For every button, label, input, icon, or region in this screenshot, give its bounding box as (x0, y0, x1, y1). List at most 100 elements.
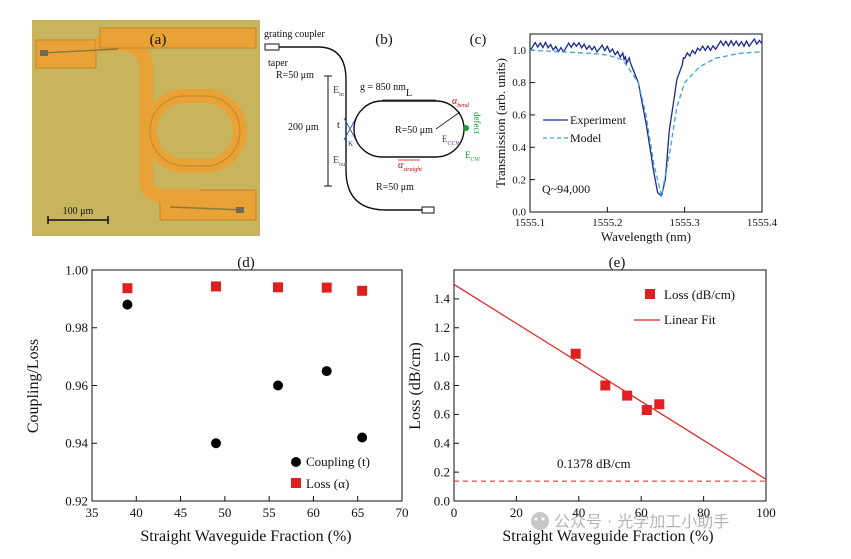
d-xtick-label: 40 (130, 505, 143, 520)
e-in-label: Ein (333, 85, 344, 98)
grating-coupler-bottom (236, 207, 244, 213)
e-xtick-label: 0 (451, 505, 458, 520)
panel-e-annotation: 0.1378 dB/cm (557, 456, 631, 471)
wechat-icon-eye-left (534, 517, 538, 521)
panel-c-label: (c) (470, 32, 487, 48)
e-ytick-label: 0.0 (434, 493, 450, 508)
d-xtick-label: 70 (396, 505, 409, 520)
coupling-point (122, 299, 133, 310)
e-xtick-label: 20 (510, 505, 523, 520)
panel-c-spectrum: (c) 1555.1 1555.2 1555.3 1555.4 0.00.20.40.… (470, 32, 778, 244)
panel-c-y-axis: 0.0 0.2 0.4 0.6 0.8 1.0 (512, 45, 535, 219)
legend-experiment-label: Experiment (570, 113, 627, 127)
panel-d-coupling-loss: (d) 35 40 45 50 55 60 65 70 0.92 0.94 0.96 0.98 1.0… (25, 255, 409, 545)
loss-point (122, 283, 133, 294)
c-ytick-label: 0.0 (512, 207, 526, 219)
panel-d-y-axis: 0.92 0.94 0.96 0.98 1.00 (65, 262, 97, 508)
ring-resonator-outline (149, 95, 241, 167)
legend-loss-marker (291, 478, 301, 488)
wechat-icon (531, 512, 549, 530)
ring-radius-arrow (435, 111, 461, 130)
c-xtick-label: 1555.2 (592, 217, 622, 229)
alpha-bend-label: αbend (452, 96, 470, 109)
scale-bar-label: 100 μm (63, 206, 94, 217)
e-xtick-label: 80 (697, 505, 710, 520)
panel-c-series (529, 37, 763, 197)
e-ccw-label: ECCW (442, 134, 462, 147)
defect-marker (463, 125, 469, 131)
c-ytick-label: 0.8 (512, 77, 526, 89)
panel-e-xlabel: Straight Waveguide Fraction (%) (502, 528, 713, 545)
e-ytick-label: 0.2 (434, 464, 450, 479)
d-ytick-label: 0.94 (65, 436, 88, 451)
loss-point (321, 282, 332, 293)
e-xtick-label: 60 (635, 505, 648, 520)
panel-c-annotation: Q~94,000 (542, 182, 590, 196)
watermark-text: 公众号 · 光学加工小助手 (554, 512, 729, 531)
height-label: 200 μm (288, 122, 319, 133)
wechat-icon-eye-right (541, 517, 545, 521)
panel-e-x-axis: 0 20 40 60 80 100 (451, 496, 776, 520)
panel-a-micrograph: 100 μm (a) (32, 20, 260, 236)
d-ytick-label: 0.98 (65, 320, 88, 335)
e-xtick-label: 100 (756, 505, 776, 520)
legend-coupling-label: Coupling (t) (306, 454, 370, 469)
panel-b-schematic: (b) grating coupler taper R=50 μm R=50 μ… (264, 29, 482, 214)
panel-e-series (453, 283, 767, 482)
legend-model-label: Model (570, 131, 602, 145)
gap-label: g = 850 nm (360, 82, 406, 93)
c-xtick-label: 1555.4 (747, 217, 778, 229)
c-ytick-label: 0.2 (512, 174, 526, 186)
ring-radius-label: R=50 μm (395, 125, 433, 136)
d-xtick-label: 65 (351, 505, 364, 520)
e-out-label: Eout (333, 155, 347, 168)
panel-d-series (122, 281, 368, 449)
loss-point (357, 285, 368, 296)
watermark: 公众号 · 光学加工小助手 (531, 512, 729, 531)
e-cw-label: ECW (465, 150, 481, 163)
taper-top (41, 48, 119, 54)
panel-c-x-axis: 1555.1 1555.2 1555.3 1555.4 (515, 207, 778, 229)
coupling-point (211, 438, 221, 449)
panel-e-label: (e) (609, 255, 626, 271)
grating-coupler-bottom-icon (421, 206, 435, 214)
legend-loss-dbcm-label: Loss (dB/cm) (664, 287, 735, 302)
taper-label: taper (268, 58, 289, 69)
e-ytick-label: 0.8 (434, 378, 450, 393)
loss-point (211, 281, 221, 292)
alpha-straight-label: αstraight (398, 160, 422, 173)
legend-loss-label: Loss (α) (306, 476, 349, 491)
coupling-point (321, 366, 332, 377)
d-xtick-label: 50 (218, 505, 231, 520)
d-ytick-label: 1.00 (65, 262, 88, 277)
panel-e-ylabel: Loss (dB/cm) (407, 342, 424, 430)
loss-dbcm-point (654, 399, 665, 410)
panel-e-y-axis: 0.0 0.2 0.4 0.6 0.8 1.0 1.2 1.4 (434, 291, 459, 508)
e-ytick-label: 1.0 (434, 349, 450, 364)
bus-waveguide (279, 46, 428, 211)
d-ytick-label: 0.92 (65, 493, 88, 508)
c-ytick-label: 0.4 (512, 142, 526, 154)
legend-coupling-marker (291, 457, 301, 467)
panel-c-plot-area (529, 33, 763, 213)
t-label: t (337, 120, 340, 131)
kappa-label: κ (348, 138, 353, 149)
grating-coupler-top (40, 50, 48, 56)
series-model-line (529, 49, 763, 196)
e-ytick-label: 1.2 (434, 320, 450, 335)
e-ytick-label: 0.6 (434, 407, 451, 422)
panel-c-ylabel: Transmission (arb. units) (493, 58, 508, 188)
d-ytick-label: 0.96 (65, 378, 88, 393)
panel-d-label: (d) (237, 255, 255, 271)
legend-loss-dbcm-marker (645, 289, 655, 299)
c-xtick-label: 1555.3 (670, 217, 701, 229)
panel-d-xlabel: Straight Waveguide Fraction (%) (140, 528, 351, 545)
grating-coupler-top-icon (264, 43, 280, 51)
defect-label: defect (472, 112, 482, 134)
coupling-cross-icon (343, 117, 357, 141)
coupling-point (273, 380, 283, 391)
d-xtick-label: 60 (307, 505, 320, 520)
loss-dbcm-point (570, 348, 581, 359)
bend-radius-top: R=50 μm (276, 70, 314, 81)
